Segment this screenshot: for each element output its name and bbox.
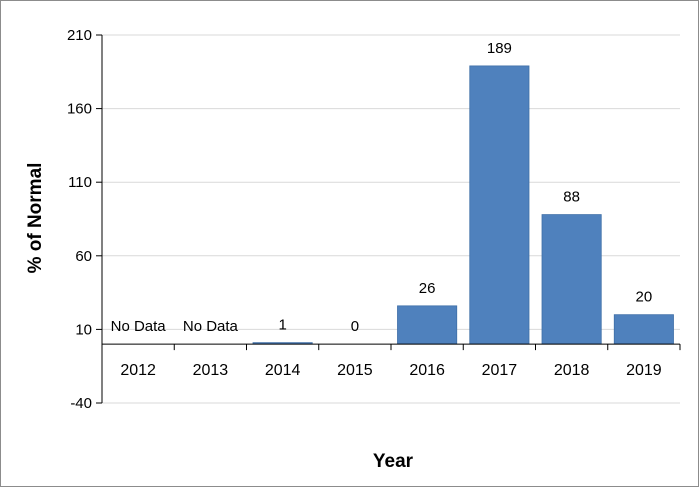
data-label: 20: [636, 289, 653, 306]
bar: [541, 214, 602, 345]
x-category-label: 2019: [626, 362, 662, 379]
x-category-label: 2015: [337, 362, 373, 379]
x-category-labels: 2012 2013 2014 2015 2016 2017 2018 2019: [120, 344, 681, 379]
bar: [397, 305, 458, 345]
y-tick-label: 160: [67, 101, 92, 118]
bar: [613, 314, 674, 345]
x-category-label: 2016: [409, 362, 445, 379]
data-labels: No Data No Data 1 0 26 189 88 20: [111, 40, 653, 335]
x-category-label: 2013: [193, 362, 229, 379]
x-category-label: 2018: [554, 362, 590, 379]
y-tick-labels: 210 160 110 60 10 -40: [67, 27, 92, 412]
data-label: 0: [351, 318, 359, 335]
y-tick-label: -40: [70, 395, 92, 412]
bars: [252, 65, 674, 345]
data-label: 88: [563, 189, 580, 206]
x-axis-title: Year: [373, 451, 414, 472]
bar: [469, 65, 530, 345]
y-tick-label: 60: [75, 248, 92, 265]
data-label: 189: [487, 40, 512, 57]
y-tick-label: 10: [75, 321, 92, 338]
y-tick-label: 210: [67, 27, 92, 44]
x-category-label: 2017: [482, 362, 518, 379]
data-label: 1: [278, 317, 286, 334]
y-axis-title: % of Normal: [25, 163, 46, 274]
y-tick-label: 110: [68, 174, 92, 191]
data-label: 26: [419, 280, 436, 297]
data-label: No Data: [183, 318, 239, 335]
x-category-label: 2012: [120, 362, 156, 379]
x-category-label: 2014: [265, 362, 301, 379]
data-label: No Data: [111, 318, 167, 335]
